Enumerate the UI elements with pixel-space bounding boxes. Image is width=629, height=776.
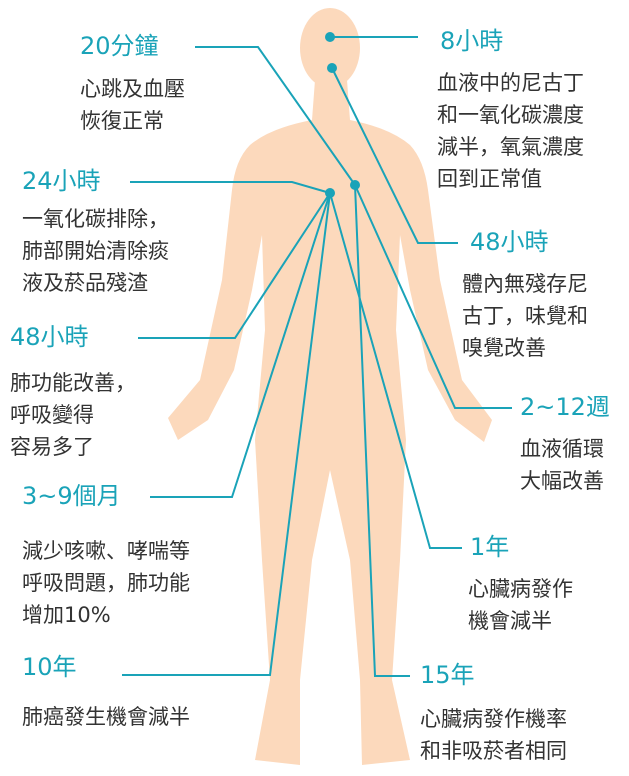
- description: 嗅覺改善: [462, 336, 546, 360]
- description: 呼吸變得: [10, 403, 94, 427]
- description: 肺功能改善，: [10, 371, 136, 395]
- description: 減半，氧氣濃度: [437, 135, 584, 159]
- description: 回到正常值: [437, 167, 542, 191]
- description: 恢復正常: [80, 109, 164, 133]
- description: 心臟病發作: [468, 577, 573, 601]
- description: 容易多了: [10, 435, 94, 459]
- description: 心跳及血壓: [80, 77, 185, 101]
- time-label: 20分鐘: [80, 32, 159, 60]
- description: 心臟病發作機率: [420, 707, 567, 731]
- description: 體內無殘存尼: [462, 272, 588, 296]
- description: 肺部開始清除痰: [22, 239, 169, 263]
- time-label: 10年: [22, 653, 77, 681]
- time-label: 8小時: [440, 27, 503, 55]
- time-label: 48小時: [10, 323, 89, 351]
- description: 和非吸菸者相同: [420, 739, 567, 763]
- time-label: 3~9個月: [22, 482, 121, 510]
- description: 呼吸問題，肺功能: [22, 571, 190, 595]
- time-label: 48小時: [470, 228, 549, 256]
- description: 血液中的尼古丁: [437, 71, 584, 95]
- time-label: 24小時: [22, 167, 101, 195]
- description: 一氧化碳排除，: [22, 207, 169, 231]
- description: 大幅改善: [520, 469, 604, 493]
- description: 肺癌發生機會減半: [22, 705, 190, 729]
- description: 古丁，味覺和: [462, 304, 588, 328]
- description: 減少咳嗽、哮喘等: [22, 539, 190, 563]
- time-label: 15年: [420, 661, 475, 689]
- time-label: 1年: [470, 533, 509, 561]
- description: 血液循環: [520, 437, 604, 461]
- infographic: 20分鐘心跳及血壓恢復正常 24小時一氧化碳排除， 肺部開始清除痰液及菸品殘渣 48小…: [0, 0, 629, 776]
- description: 機會減半: [468, 609, 552, 633]
- description: 增加10%: [22, 603, 111, 627]
- description: 和一氧化碳濃度: [437, 103, 584, 127]
- time-label: 2~12週: [520, 393, 610, 421]
- description: 液及菸品殘渣: [22, 271, 148, 295]
